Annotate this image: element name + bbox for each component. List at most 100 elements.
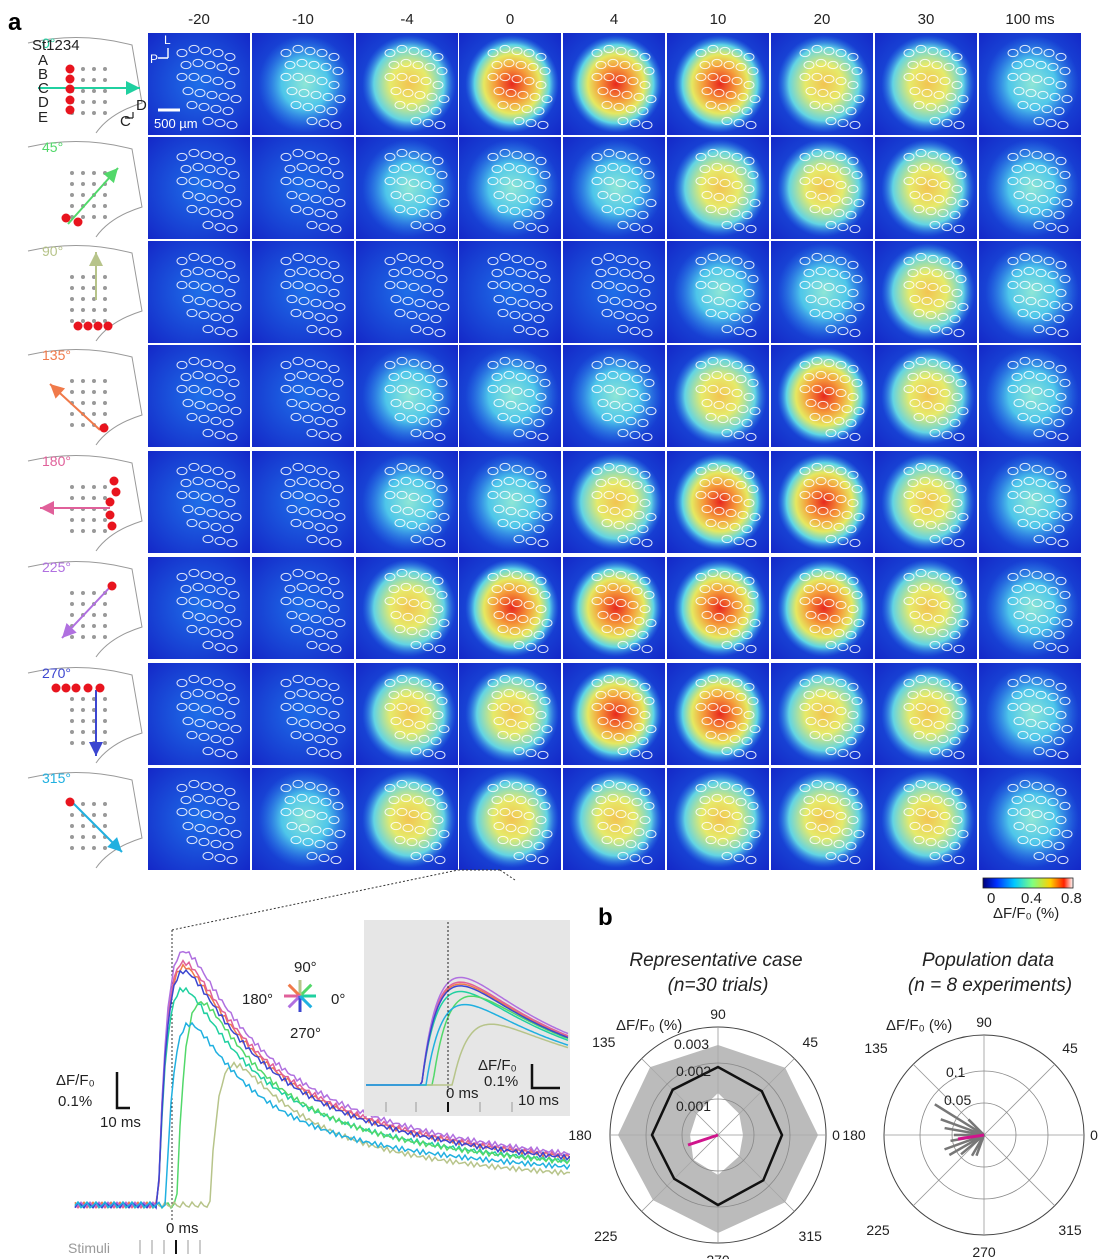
heatmap-frame	[979, 557, 1081, 659]
polar-angle-label: 225	[866, 1222, 890, 1238]
colorbar-tick-2: 0.8	[1061, 890, 1082, 907]
polar-left-subtitle: (n=30 trials)	[668, 975, 769, 996]
heatmap-grid	[148, 33, 1081, 870]
angle-label: 0°	[42, 35, 55, 51]
time-label: 10	[710, 11, 727, 28]
heatmap-frame	[875, 663, 977, 765]
angle-label: 45°	[42, 139, 63, 155]
row-label-c: C	[38, 80, 49, 97]
heatmap-frame	[979, 768, 1081, 870]
polar-vector	[957, 1133, 985, 1141]
time-labels: -20 -10 -4 0 4 10 20 30 100 ms	[188, 11, 1054, 28]
schematic-6: 270°	[27, 665, 143, 764]
heatmap-frame	[459, 345, 561, 447]
polar-angle-label: 135	[864, 1040, 888, 1056]
heatmap-frame	[356, 241, 458, 343]
polar-angle-label: 270	[972, 1244, 996, 1259]
polar-vector	[687, 1133, 719, 1147]
trace-scale-x: 10 ms	[100, 1114, 141, 1131]
polar-angle-label: 180	[568, 1127, 592, 1143]
compass-180: 180°	[242, 991, 273, 1008]
time-label: 0	[506, 11, 514, 28]
inset-scale-y: 0.1%	[484, 1073, 518, 1090]
heatmap-frame	[979, 33, 1081, 135]
angle-label: 135°	[42, 347, 71, 363]
heatmap-frame	[667, 768, 769, 870]
axis-p-label: P	[150, 52, 158, 66]
trace-inset: ΔF/F₀ 0.1% 10 ms 0 ms	[364, 920, 570, 1116]
polar-angle-label: 315	[799, 1228, 823, 1244]
heatmap-frame	[875, 768, 977, 870]
schematic-column: 0° 45° 90° 135° 180° 225° 270° 315°	[27, 35, 143, 869]
time-label: 20	[814, 11, 831, 28]
heatmap-frame	[356, 451, 458, 553]
row-label-d: D	[38, 94, 49, 111]
heatmap-frame	[252, 663, 354, 765]
heatmap-frame	[252, 768, 354, 870]
time-label: 4	[610, 11, 618, 28]
colorbar: 0 0.4 0.8 ΔF/F₀ (%)	[982, 877, 1082, 922]
panel-b-letter: b	[598, 904, 613, 931]
heatmap-frame	[563, 768, 665, 870]
axis-d-label: D	[136, 97, 147, 114]
polar-angle-label: 45	[1062, 1040, 1078, 1056]
heatmap-frame	[667, 137, 769, 239]
angle-label: 90°	[42, 243, 63, 259]
direction-compass: 90° 180° 0° 270°	[242, 959, 345, 1042]
schematic-7: 315°	[27, 770, 143, 869]
polar-right-subtitle: (n = 8 experiments)	[908, 975, 1072, 996]
axis-l-label: L	[164, 33, 171, 47]
schematic-3: 135°	[27, 347, 143, 446]
heatmap-frame	[563, 451, 665, 553]
polar-left-title: Representative case	[629, 950, 802, 971]
heatmap-frame	[459, 451, 561, 553]
heatmap-frame	[356, 557, 458, 659]
trace-ylabel: ΔF/F₀	[56, 1072, 95, 1089]
stimuli-ticks	[139, 1240, 201, 1254]
polar-angle-label: 270	[706, 1252, 730, 1259]
heatmap-frame	[771, 345, 873, 447]
polar-right-rlabel: ΔF/F₀ (%)	[886, 1017, 952, 1034]
heatmap-frame	[667, 33, 769, 135]
inset-zero: 0 ms	[446, 1085, 479, 1102]
polar-ring-label: 0.003	[674, 1036, 709, 1052]
heatmap-frame	[875, 33, 977, 135]
stimuli-label: Stimuli	[68, 1240, 110, 1256]
heatmap-frame	[252, 241, 354, 343]
heatmap-frame	[771, 663, 873, 765]
heatmap-frame	[459, 241, 561, 343]
polar-angle-label: 180	[842, 1127, 866, 1143]
heatmap-frame	[563, 557, 665, 659]
heatmap-frame	[148, 451, 250, 553]
polar-mean-line	[650, 1065, 784, 1207]
polar-ring-label: 0.1	[946, 1064, 966, 1080]
heatmap-frame	[979, 451, 1081, 553]
compass-90: 90°	[294, 959, 317, 976]
heatmap-frame	[979, 137, 1081, 239]
trace-line	[74, 1021, 570, 1209]
polar-angle-label: 315	[1058, 1222, 1082, 1238]
heatmap-frame	[771, 557, 873, 659]
schematic-labels: St1234 A B C D E D C L P 500 µm	[32, 33, 198, 131]
heatmap-frame	[979, 663, 1081, 765]
compass-spoke	[298, 994, 313, 1009]
panel-a-letter: a	[8, 9, 22, 36]
heatmap-frame	[667, 345, 769, 447]
row-label-e: E	[38, 109, 48, 126]
polar-angle-label: 90	[976, 1014, 992, 1030]
angle-label: 180°	[42, 453, 71, 469]
colorbar-tick-0: 0	[987, 890, 995, 907]
heatmap-frame	[771, 33, 873, 135]
heatmap-frame	[459, 33, 561, 135]
heatmap-frame	[148, 663, 250, 765]
angle-label: 225°	[42, 559, 71, 575]
heatmap-frame	[979, 241, 1081, 343]
trace-line	[74, 969, 570, 1210]
heatmap-frame	[875, 451, 977, 553]
polar-ring-label: 0.002	[676, 1063, 711, 1079]
schematic-col-label: St1234	[32, 37, 80, 54]
heatmap-frame	[459, 663, 561, 765]
heatmap-frame	[771, 137, 873, 239]
heatmap-frame	[459, 768, 561, 870]
angle-label: 315°	[42, 770, 71, 786]
